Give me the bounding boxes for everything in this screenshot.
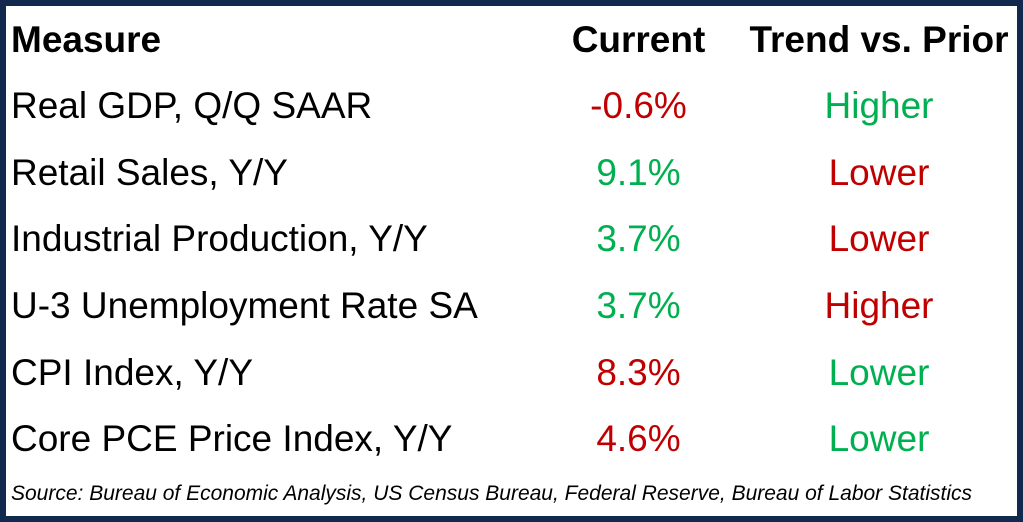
current-cell: 4.6% — [596, 418, 681, 460]
col-header-current: Current — [571, 18, 706, 60]
measure-cell: U-3 Unemployment Rate SA — [11, 284, 478, 326]
current-cell: 3.7% — [596, 218, 681, 260]
measure-cell: Real GDP, Q/Q SAAR — [11, 84, 373, 126]
table-row: Real GDP, Q/Q SAAR -0.6% Higher — [6, 72, 1017, 139]
table-row: U-3 Unemployment Rate SA 3.7% Higher — [6, 272, 1017, 339]
trend-cell: Lower — [828, 151, 930, 193]
col-header-measure: Measure — [11, 18, 162, 60]
trend-cell: Higher — [824, 284, 934, 326]
table-row: Industrial Production, Y/Y 3.7% Lower — [6, 205, 1017, 272]
measure-cell: Retail Sales, Y/Y — [11, 151, 288, 193]
measure-cell: Core PCE Price Index, Y/Y — [11, 418, 453, 460]
trend-cell: Higher — [824, 84, 934, 126]
trend-cell: Lower — [828, 218, 930, 260]
measure-cell: CPI Index, Y/Y — [11, 351, 253, 393]
current-cell: -0.6% — [590, 84, 687, 126]
table-header-row: Measure Current Trend vs. Prior — [6, 6, 1017, 72]
table-row: CPI Index, Y/Y 8.3% Lower — [6, 339, 1017, 406]
source-note: Source: Bureau of Economic Analysis, US … — [11, 482, 973, 506]
trend-cell: Lower — [828, 418, 930, 460]
col-header-trend: Trend vs. Prior — [749, 18, 1009, 60]
table-row: Core PCE Price Index, Y/Y 4.6% Lower — [6, 405, 1017, 472]
measure-cell: Industrial Production, Y/Y — [11, 218, 428, 260]
trend-cell: Lower — [828, 351, 930, 393]
current-cell: 9.1% — [596, 151, 681, 193]
current-cell: 8.3% — [596, 351, 681, 393]
current-cell: 3.7% — [596, 284, 681, 326]
source-row: Source: Bureau of Economic Analysis, US … — [6, 472, 1017, 516]
table-row: Retail Sales, Y/Y 9.1% Lower — [6, 139, 1017, 206]
